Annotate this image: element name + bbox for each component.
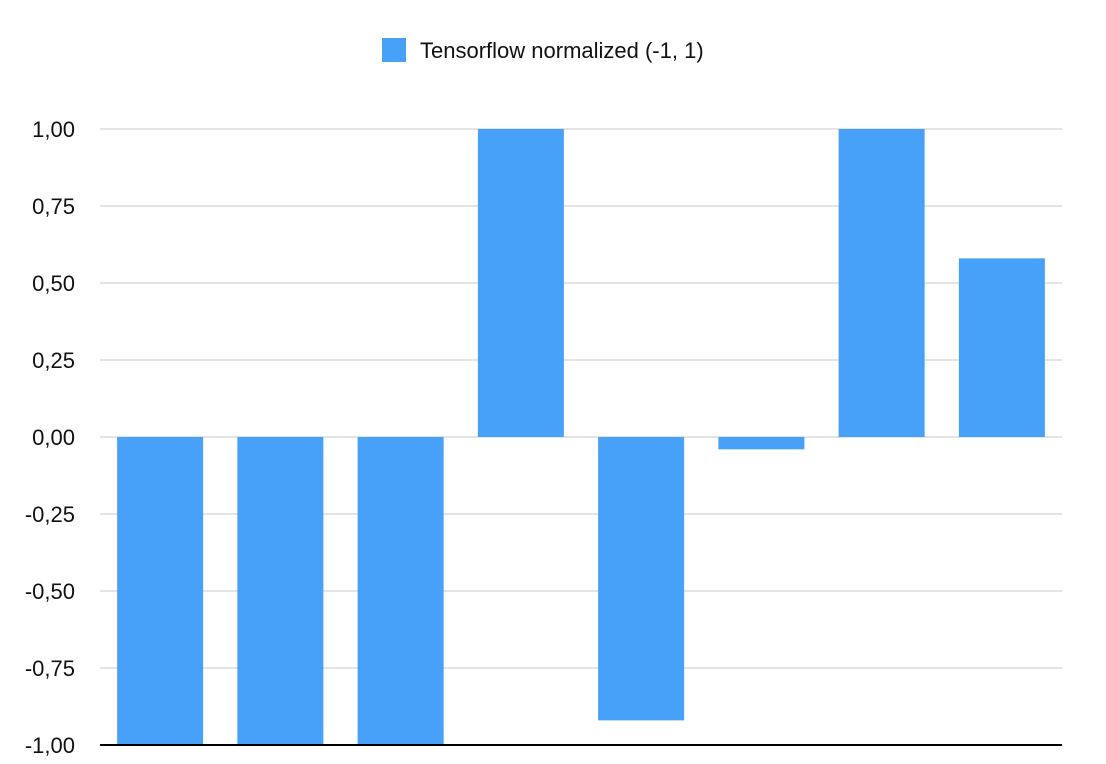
y-axis-tick-labels: 1,00 0,75 0,50 0,25 0,00 -0,25 -0,50 -0,75 -1,00: [25, 117, 75, 758]
bar: [838, 129, 925, 437]
y-tick-label: 0,75: [32, 194, 75, 219]
legend-swatch: [382, 38, 406, 62]
y-tick-label: 0,50: [32, 271, 75, 296]
y-tick-label: 0,00: [32, 425, 75, 450]
y-tick-label: -0,75: [25, 656, 75, 681]
y-tick-label: 0,25: [32, 348, 75, 373]
bar: [357, 437, 444, 745]
bar: [477, 129, 564, 437]
y-tick-label: -0,25: [25, 502, 75, 527]
bar: [237, 437, 324, 745]
bar: [598, 437, 685, 721]
bar: [117, 437, 204, 745]
y-tick-label: -0,50: [25, 579, 75, 604]
y-tick-label: 1,00: [32, 117, 75, 142]
legend: Tensorflow normalized (-1, 1): [382, 38, 704, 63]
y-tick-label: -1,00: [25, 733, 75, 758]
bars: [117, 129, 1045, 745]
bar: [958, 258, 1045, 437]
bar: [718, 437, 805, 450]
legend-label: Tensorflow normalized (-1, 1): [420, 38, 704, 63]
